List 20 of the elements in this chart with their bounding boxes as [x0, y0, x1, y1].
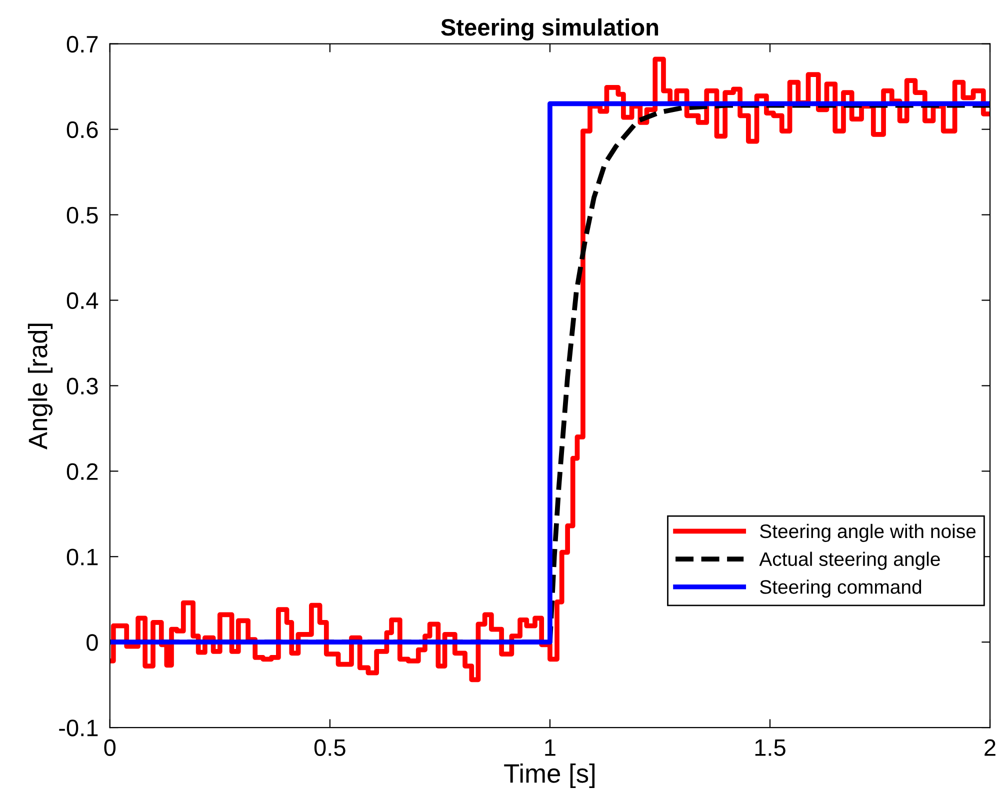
- x-tick-label: 0: [104, 739, 116, 756]
- legend-label: Steering angle with noise: [760, 524, 976, 542]
- y-tick-label: 0.6: [66, 121, 98, 138]
- x-tick-label: 1: [545, 740, 556, 756]
- x-tick-label: 2: [984, 739, 996, 756]
- y-tick-label: 0.2: [66, 463, 98, 480]
- legend-label: Actual steering angle: [759, 552, 940, 570]
- y-tick-label: -0.1: [59, 720, 98, 736]
- y-tick-label: 0.7: [66, 36, 98, 53]
- y-tick-label: 0.3: [66, 378, 98, 394]
- legend-label: Steering command: [760, 580, 922, 598]
- x-axis-title: Time [s]: [504, 763, 594, 788]
- x-tick-label: 1.5: [755, 740, 786, 756]
- y-tick-label: 0.1: [66, 548, 98, 566]
- y-tick-label: 0.4: [66, 292, 98, 310]
- y-tick-label: 0.5: [66, 206, 98, 224]
- chart-title: Steering simulation: [441, 18, 658, 41]
- x-tick-label: 0.5: [314, 739, 346, 756]
- y-tick-label: 0: [86, 634, 98, 651]
- y-axis-title: Angle [rad]: [28, 324, 53, 450]
